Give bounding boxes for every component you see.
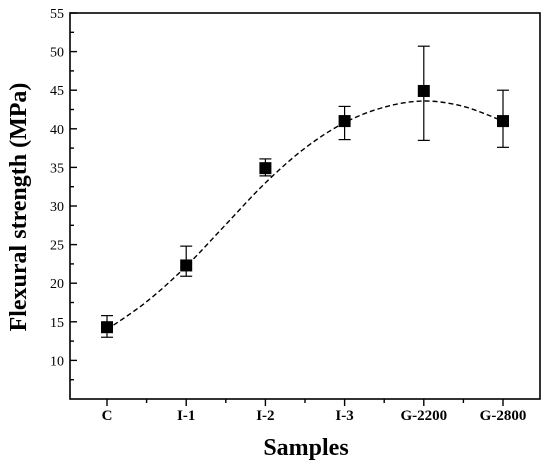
error-bars [101, 45, 509, 338]
y-tick-label: 50 [50, 46, 64, 61]
x-tick-label: I-3 [335, 408, 353, 424]
x-axis-ticks: C I-1 I-2 I-3 G-2200 G-2800 [102, 399, 527, 424]
x-tick-label: I-2 [256, 408, 274, 424]
data-point-marker [338, 115, 351, 128]
data-point-marker [497, 115, 509, 128]
data-point-marker [259, 162, 272, 175]
data-point-marker [101, 321, 113, 334]
y-tick-label: 25 [50, 239, 64, 254]
data-point-marker [417, 84, 430, 97]
y-tick-label: 30 [50, 200, 64, 215]
y-tick-label: 10 [50, 354, 64, 369]
y-tick-label: 55 [50, 7, 64, 22]
data-point-marker [180, 259, 193, 272]
y-tick-label: 20 [50, 277, 64, 292]
y-tick-label: 45 [50, 84, 64, 99]
x-tick-label: G-2800 [480, 408, 527, 424]
x-tick-label: I-1 [177, 408, 195, 424]
y-tick-label: 15 [50, 316, 64, 331]
fit-curve [106, 100, 504, 331]
data-markers [101, 84, 509, 334]
x-axis-title: Samples [263, 435, 348, 461]
y-tick-label: 40 [50, 123, 64, 138]
y-tick-label: 35 [50, 161, 64, 176]
y-axis-ticks: 10 15 20 25 30 35 40 45 50 55 [50, 7, 77, 381]
x-tick-label: C [102, 408, 113, 424]
plot-frame [69, 12, 541, 400]
plot-area [69, 12, 541, 400]
x-tick-label: G-2200 [400, 408, 447, 424]
y-axis-title: Flexural strength (MPa) [6, 83, 32, 332]
